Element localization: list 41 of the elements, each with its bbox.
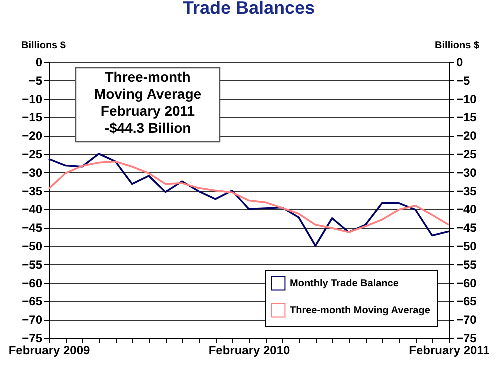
y2-tick-label: −40 xyxy=(456,202,478,217)
y-tick-label: −35 xyxy=(22,184,43,198)
legend-label: Monthly Trade Balance xyxy=(290,278,400,290)
y-tick-label: −65 xyxy=(22,294,43,309)
y-tick-label: −25 xyxy=(22,148,43,162)
y-tick-label: −50 xyxy=(22,240,43,254)
y-tick-label: −40 xyxy=(22,202,43,217)
chart-title: Trade Balances xyxy=(182,0,316,18)
y2-tick-label: −65 xyxy=(456,294,478,309)
y2-tick-label: −45 xyxy=(456,221,478,236)
annotation: Three-month Moving Average February 2011 -$44.3 Billion xyxy=(94,69,202,136)
y-tick-label: −75 xyxy=(22,332,43,346)
y-tick-label: −10 xyxy=(22,92,43,106)
y2-tick-label: −5 xyxy=(456,74,471,88)
y2-tick-label: −50 xyxy=(456,240,478,254)
y-axis-title: Billions $ xyxy=(22,40,66,52)
y-tick-label: −15 xyxy=(22,110,43,125)
y2-axis-title: Billions $ xyxy=(435,40,480,52)
y-tick-label: 0 xyxy=(36,56,43,70)
y-tick-label: −20 xyxy=(22,129,43,144)
x-tick-label: February 2009 xyxy=(8,344,91,358)
y2-tick-label: −25 xyxy=(456,148,478,162)
y2-tick-label: 0 xyxy=(456,56,464,70)
x-tick-label: February 2011 xyxy=(409,344,490,358)
y-tick-label: −45 xyxy=(22,221,43,236)
y-tick-label: −5 xyxy=(28,74,43,88)
y2-tick-label: −60 xyxy=(456,276,478,290)
x-tick-label: February 2010 xyxy=(208,344,291,358)
y2-tick-label: −30 xyxy=(456,166,478,180)
y2-tick-label: −15 xyxy=(456,110,478,125)
y2-tick-label: −20 xyxy=(456,129,478,144)
y2-tick-label: −10 xyxy=(456,92,478,106)
y2-tick-label: −70 xyxy=(456,313,478,328)
y-tick-label: −55 xyxy=(22,258,43,272)
y-tick-label: −60 xyxy=(22,276,43,290)
y-tick-label: −70 xyxy=(22,313,43,328)
y2-tick-label: −75 xyxy=(456,332,478,346)
y2-tick-label: −35 xyxy=(456,184,478,198)
y2-tick-label: −55 xyxy=(456,258,478,272)
legend-label: Three-month Moving Average xyxy=(290,306,431,316)
y-tick-label: −30 xyxy=(22,166,43,180)
